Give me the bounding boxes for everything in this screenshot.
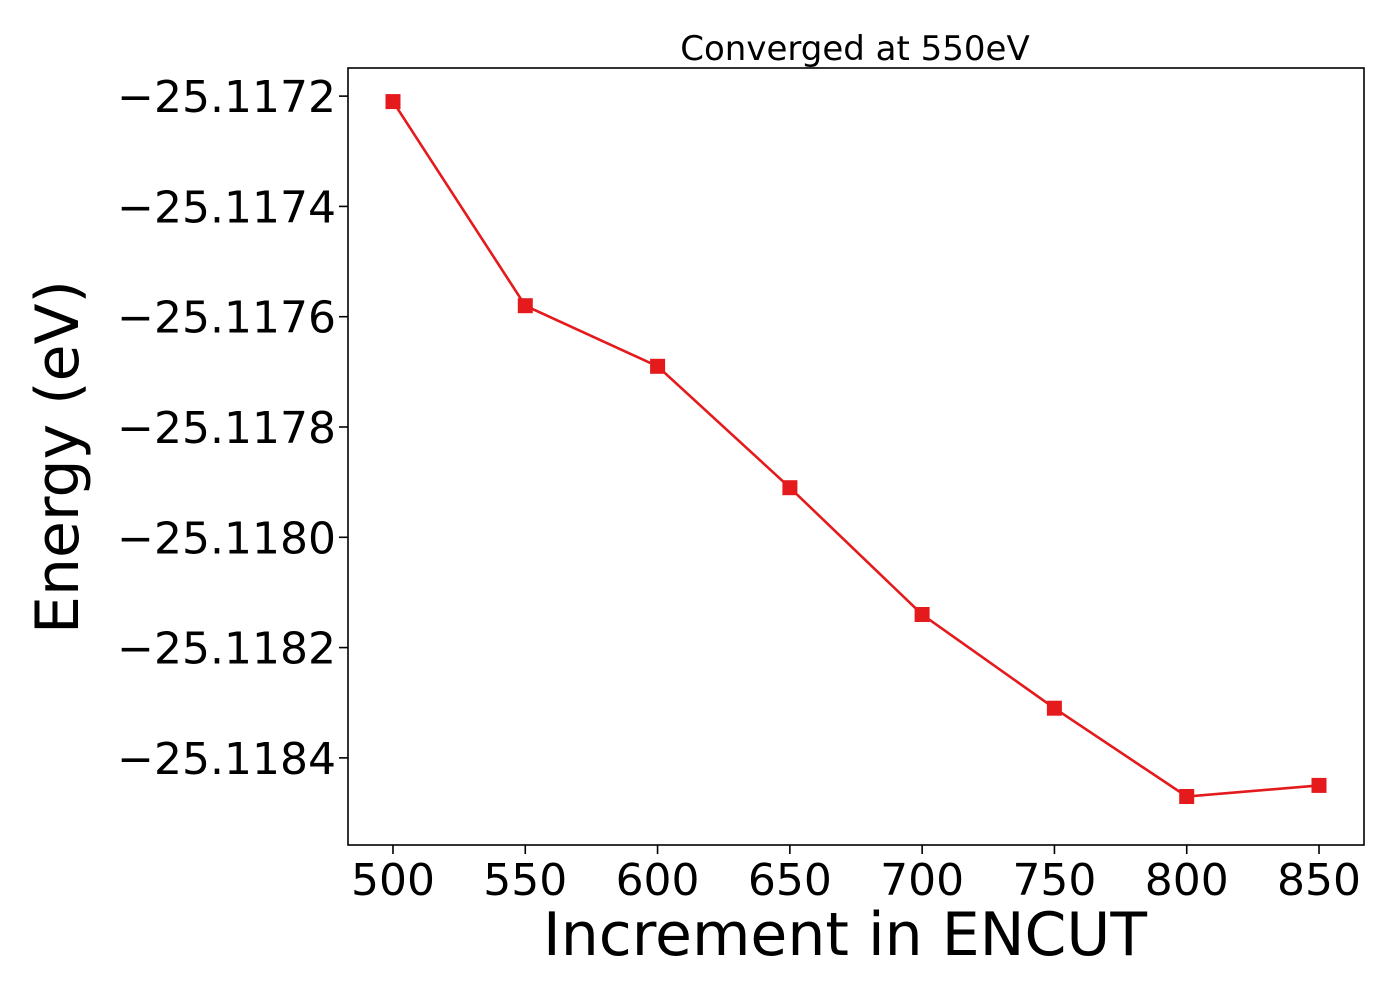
- y-tick-label: −25.1182: [117, 624, 336, 675]
- axes-frame: [347, 67, 1365, 846]
- x-tick-label: 650: [748, 855, 832, 906]
- y-tick-label: −25.1172: [117, 72, 336, 123]
- data-point-marker: [650, 358, 666, 374]
- x-tick-label: 850: [1277, 855, 1361, 906]
- x-tick-label: 600: [616, 855, 700, 906]
- y-tick-label: −25.1178: [117, 403, 336, 454]
- y-tick-label: −25.1174: [117, 182, 336, 233]
- data-point-marker: [1179, 789, 1195, 804]
- chart-title: Converged at 550eV: [680, 29, 1029, 69]
- plot-area: [385, 94, 1327, 804]
- data-point-marker: [782, 480, 798, 496]
- data-point-marker: [914, 607, 930, 622]
- y-axis-label: Energy (eV): [23, 280, 93, 634]
- y-tick-label: −25.1180: [117, 513, 336, 564]
- y-axis: −25.1172 −25.1174 −25.1176 −25.1178 −25.1180…: [117, 72, 348, 785]
- x-axis-label: Increment in ENCUT: [543, 900, 1147, 970]
- x-tick-label: 550: [483, 855, 567, 906]
- data-point-marker: [1046, 700, 1062, 716]
- data-point-marker: [1311, 777, 1327, 793]
- x-axis: 500 550 600 650 700 750 800 850: [351, 845, 1361, 906]
- x-tick-label: 800: [1145, 855, 1229, 906]
- y-tick-label: −25.1176: [117, 293, 336, 344]
- x-tick-label: 500: [351, 855, 435, 906]
- x-tick-label: 700: [880, 855, 964, 906]
- data-point-marker: [517, 298, 533, 314]
- series-line: [391, 100, 1320, 798]
- data-point-marker: [385, 94, 401, 110]
- y-tick-label: −25.1184: [117, 734, 336, 785]
- x-tick-label: 750: [1012, 855, 1096, 906]
